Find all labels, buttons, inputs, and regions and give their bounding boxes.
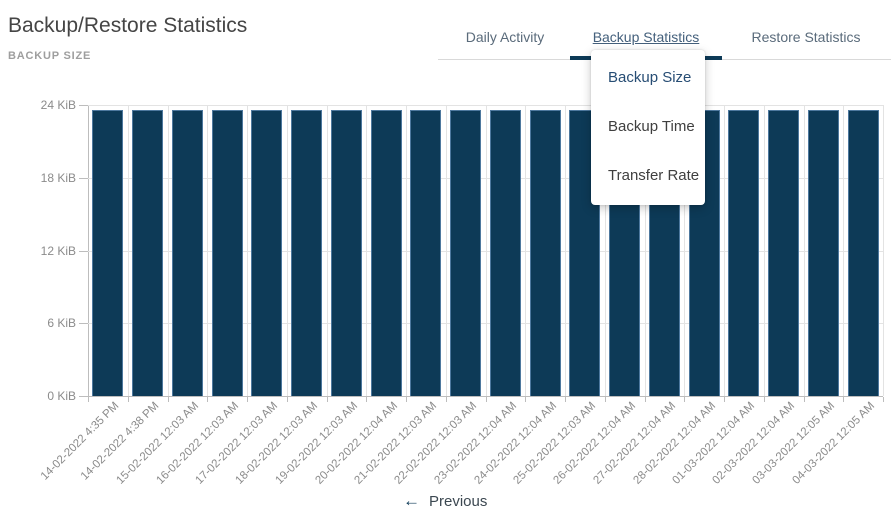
x-axis-tick xyxy=(763,397,765,402)
grid-line-h xyxy=(88,323,883,324)
y-axis-label: 24 KiB xyxy=(40,98,76,112)
bar[interactable] xyxy=(171,110,203,396)
x-axis-tick xyxy=(843,397,845,402)
bar[interactable] xyxy=(728,110,760,396)
x-axis-tick xyxy=(88,397,89,402)
backup-statistics-dropdown-menu: Backup Size Backup Time Transfer Rate xyxy=(591,50,705,205)
grid-line-v xyxy=(286,105,288,396)
grid-line-v xyxy=(247,105,248,396)
grid-line-v xyxy=(724,105,725,396)
y-axis-label: 6 KiB xyxy=(47,316,76,330)
bar[interactable] xyxy=(370,110,402,396)
bar[interactable] xyxy=(330,110,362,396)
tab-daily-activity[interactable]: Daily Activity xyxy=(465,29,545,45)
menu-item-backup-time[interactable]: Backup Time xyxy=(608,118,695,135)
bar[interactable] xyxy=(847,110,879,396)
bar[interactable] xyxy=(132,110,164,396)
grid-line-h xyxy=(88,178,883,179)
x-axis-tick xyxy=(326,397,328,402)
grid-line-v xyxy=(763,105,765,396)
grid-line-v xyxy=(167,105,169,396)
grid-line-v xyxy=(207,105,209,396)
grid-line-v xyxy=(406,105,407,396)
grid-line-v xyxy=(366,105,368,396)
x-axis-label: 14-02-2022 4:35 PM xyxy=(38,400,122,483)
tab-restore-statistics[interactable]: Restore Statistics xyxy=(751,29,861,45)
grid-line-h xyxy=(88,251,883,252)
x-axis-tick xyxy=(127,397,129,402)
x-axis-tick xyxy=(525,397,527,402)
bar[interactable] xyxy=(807,110,839,396)
bar[interactable] xyxy=(251,110,283,396)
grid-line-v xyxy=(326,105,328,396)
grid-line-v xyxy=(485,105,487,396)
grid-line-h xyxy=(88,105,883,106)
x-axis-tick xyxy=(286,397,288,402)
x-axis-tick xyxy=(445,397,447,402)
previous-label: Previous xyxy=(429,492,488,510)
grid-line-v xyxy=(883,105,884,396)
y-axis-tick xyxy=(79,105,88,106)
bar[interactable] xyxy=(489,110,521,396)
grid-line-v xyxy=(604,105,606,396)
chart-subtitle: BACKUP SIZE xyxy=(8,50,92,62)
previous-button[interactable]: ← Previous xyxy=(403,492,487,510)
bar[interactable] xyxy=(92,110,124,396)
y-axis-label: 0 KiB xyxy=(47,389,76,403)
grid-line-v xyxy=(565,105,566,396)
x-axis-tick xyxy=(684,397,686,402)
y-axis-tick xyxy=(79,251,88,252)
grid-line-v xyxy=(525,105,527,396)
grid-line-h xyxy=(88,396,883,397)
x-axis-tick xyxy=(167,397,169,402)
menu-item-backup-size[interactable]: Backup Size xyxy=(608,69,692,86)
x-axis-tick xyxy=(803,397,805,402)
y-axis-tick xyxy=(79,396,88,397)
x-axis-label: 14-02-2022 4:38 PM xyxy=(78,400,162,483)
bar[interactable] xyxy=(529,110,561,396)
x-axis-tick xyxy=(565,397,566,402)
x-axis-tick xyxy=(207,397,209,402)
x-axis-label: 04-03-2022 12:05 AM xyxy=(789,400,877,487)
menu-item-transfer-rate[interactable]: Transfer Rate xyxy=(608,167,700,184)
y-axis-tick xyxy=(79,178,88,179)
bar[interactable] xyxy=(211,110,243,396)
x-axis-tick xyxy=(485,397,487,402)
x-axis-tick xyxy=(604,397,606,402)
grid-line-v xyxy=(843,105,845,396)
y-axis-label: 18 KiB xyxy=(40,171,76,185)
x-axis-tick xyxy=(366,397,368,402)
grid-line-v xyxy=(127,105,129,396)
x-axis-tick xyxy=(406,397,407,402)
grid-line-v xyxy=(88,105,89,396)
bar[interactable] xyxy=(410,110,442,396)
arrow-left-icon: ← xyxy=(403,491,420,510)
grid-line-v xyxy=(445,105,447,396)
bar[interactable] xyxy=(768,110,800,396)
grid-line-v xyxy=(644,105,646,396)
y-axis-label: 12 KiB xyxy=(40,244,76,258)
grid-line-v xyxy=(684,105,686,396)
grid-line-v xyxy=(803,105,805,396)
x-axis-tick xyxy=(724,397,725,402)
x-axis-tick xyxy=(883,397,884,402)
tab-backup-statistics[interactable]: Backup Statistics xyxy=(592,29,700,45)
x-axis-tick xyxy=(247,397,248,402)
bar[interactable] xyxy=(291,110,323,396)
y-axis-tick xyxy=(79,323,88,324)
bar[interactable] xyxy=(450,110,482,396)
x-axis-tick xyxy=(644,397,646,402)
page-title: Backup/Restore Statistics xyxy=(8,14,248,37)
